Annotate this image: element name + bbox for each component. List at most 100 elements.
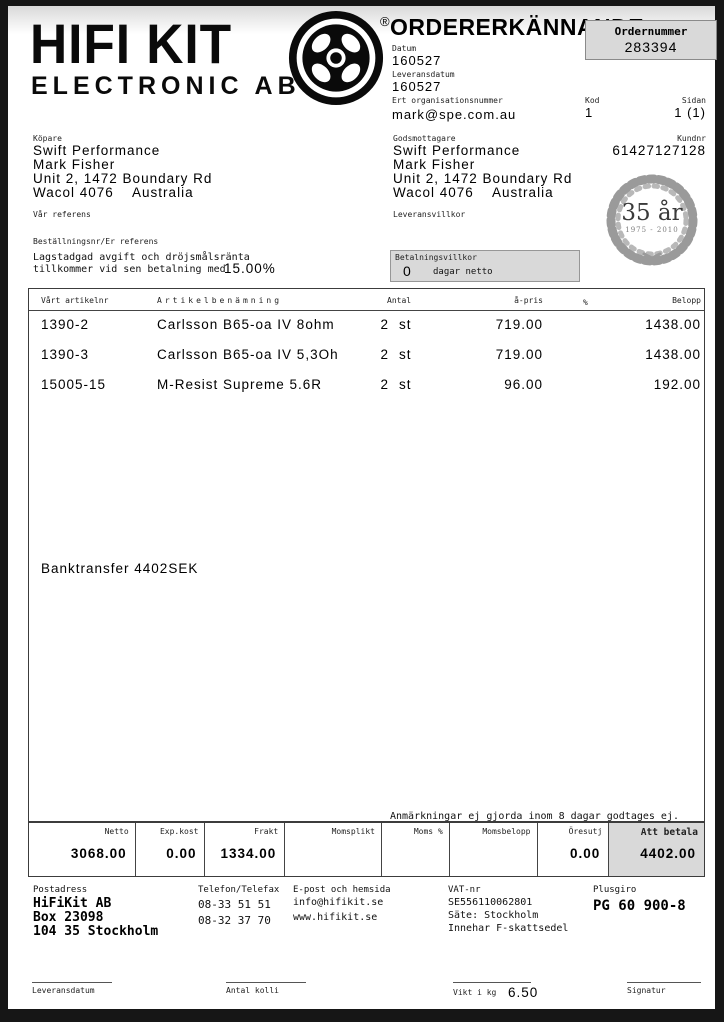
totals-table: Netto 3068.00 Exp.kost 0.00 Frakt 1334.0…: [28, 822, 705, 877]
ordernummer-value: 283394: [624, 39, 678, 55]
item-enhet: st: [399, 347, 412, 362]
item-artikelnr: 15005-15: [41, 377, 107, 392]
total-expkost-label: Exp.kost: [159, 827, 199, 836]
antal-kolli-label: Antal kolli: [226, 986, 279, 995]
ordernummer-label: Ordernummer: [614, 25, 688, 38]
vat-line-2: Säte: Stockholm: [448, 910, 539, 921]
col-benamning-header: Artikelbenämning: [157, 296, 283, 305]
item-enhet: st: [399, 317, 412, 332]
item-antal: 2: [380, 377, 389, 392]
postadress-line-2: Box 23098: [33, 910, 104, 925]
godsmottagare-label: Godsmottagare: [393, 134, 456, 143]
leveransdatum-value: 160527: [392, 79, 442, 94]
item-benamning: M-Resist Supreme 5.6R: [157, 377, 323, 392]
registered-trademark-symbol: ®: [380, 14, 390, 29]
anmarkning-text: Anmärkningar ej gjorda inom 8 dagar godt…: [390, 811, 679, 822]
leveransdatum-field-line: [32, 982, 112, 983]
sidan-label: Sidan: [681, 96, 706, 105]
total-netto-cell: Netto 3068.00: [29, 823, 136, 876]
vat-label: VAT-nr: [448, 885, 481, 895]
col-antal-header: Antal: [387, 296, 412, 305]
lagstadgad-line-1: Lagstadgad avgift och dröjsmålsränta: [33, 252, 250, 263]
item-antal: 2: [380, 347, 389, 362]
total-momsbelopp-label: Momsbelopp: [482, 827, 531, 836]
datum-value: 160527: [392, 53, 442, 68]
total-momsprocent-cell: Moms %: [382, 823, 450, 876]
item-artikelnr: 1390-2: [41, 317, 90, 332]
epost-line-1: info@hifikit.se: [293, 897, 384, 908]
item-apris: 719.00: [495, 347, 543, 362]
col-belopp-header: Belopp: [672, 296, 701, 305]
total-netto-value: 3068.00: [70, 846, 127, 861]
betalningsvillkor-unit: dagar netto: [433, 267, 493, 277]
email-value: mark@spe.com.au: [392, 107, 517, 122]
item-apris: 96.00: [504, 377, 543, 392]
item-antal: 2: [380, 317, 389, 332]
telefon-line-2: 08-32 37 70: [198, 914, 271, 927]
items-table: Vårt artikelnr Artikelbenämning Antal å-…: [28, 288, 705, 822]
item-enhet: st: [399, 377, 412, 392]
total-oresutj-value: 0.00: [570, 846, 601, 861]
total-att-betala-value: 4402.00: [640, 846, 696, 861]
total-momsprocent-label: Moms %: [413, 827, 443, 836]
kundnr-label: Kundnr: [677, 134, 706, 143]
kod-value: 1: [585, 105, 594, 120]
total-momsplikt-label: Momsplikt: [331, 827, 375, 836]
plusgiro-label: Plusgiro: [593, 885, 637, 895]
vikt-label: Vikt i kg: [453, 988, 497, 997]
item-belopp: 192.00: [653, 377, 701, 392]
bottom-leveransdatum-label: Leveransdatum: [32, 986, 95, 995]
payment-note: Banktransfer 4402SEK: [41, 561, 199, 576]
telefon-line-1: 08-33 51 51: [198, 898, 271, 911]
item-artikelnr: 1390-3: [41, 347, 90, 362]
ordernummer-box: Ordernummer 283394: [585, 20, 717, 60]
anniversary-wreath-icon: 35 år 1975 - 2010: [600, 168, 704, 272]
betalningsvillkor-box: Betalningsvillkor 0 dagar netto: [390, 250, 580, 282]
total-momsplikt-cell: Momsplikt: [285, 823, 382, 876]
epost-line-2: www.hifikit.se: [293, 912, 378, 923]
betalningsvillkor-value: 0: [403, 263, 411, 279]
badge-years-text: 35 år: [621, 200, 683, 226]
total-frakt-cell: Frakt 1334.00: [205, 823, 286, 876]
total-att-betala-label: Att betala: [640, 827, 698, 838]
total-expkost-value: 0.00: [166, 846, 197, 861]
postadress-label: Postadress: [33, 885, 88, 895]
leveransvillkor-label: Leveransvillkor: [393, 210, 466, 219]
betalningsvillkor-label: Betalningsvillkor: [395, 253, 477, 262]
item-benamning: Carlsson B65-oa IV 8ohm: [157, 317, 335, 332]
orgnr-label: Ert organisationsnummer: [392, 96, 503, 105]
datum-label: Datum: [392, 44, 417, 53]
vat-line-1: SE556110062801: [448, 897, 533, 908]
vikt-field-line: [453, 982, 531, 983]
total-frakt-label: Frakt: [254, 827, 279, 836]
kopare-line-3: Unit 2, 1472 Boundary Rd: [33, 171, 213, 186]
kopare-label: Köpare: [33, 134, 62, 143]
total-momsbelopp-cell: Momsbelopp: [450, 823, 538, 876]
sidan-value: 1 (1): [674, 105, 706, 120]
kopare-line-4: Wacol 4076 Australia: [33, 185, 194, 200]
vikt-value: 6.50: [508, 985, 539, 1000]
bestallningsnr-label: Beställningsnr/Er referens: [33, 237, 159, 246]
antal-kolli-field-line: [226, 982, 306, 983]
leveransdatum-label: Leveransdatum: [392, 70, 455, 79]
kundnr-value: 61427127128: [612, 143, 706, 158]
var-referens-label: Vår referens: [33, 210, 91, 219]
godsmottagare-line-2: Mark Fisher: [393, 157, 476, 172]
total-att-betala-cell: Att betala 4402.00: [609, 823, 704, 876]
vat-line-3: Innehar F-skattsedel: [448, 923, 569, 934]
col-moms-header: %: [583, 298, 588, 307]
item-belopp: 1438.00: [645, 317, 701, 332]
lagstadgad-line-2: tillkommer vid sen betalning med: [33, 264, 226, 275]
item-benamning: Carlsson B65-oa IV 5,3Oh: [157, 347, 339, 362]
postadress-line-3: 104 35 Stockholm: [33, 924, 159, 939]
badge-period-text: 1975 - 2010: [625, 226, 679, 234]
kod-label: Kod: [585, 96, 600, 105]
signatur-field-line: [627, 982, 701, 983]
wheel-logo-icon: [288, 10, 384, 106]
logo-text-hifi-kit: HIFI KIT: [30, 12, 232, 75]
godsmottagare-line-4: Wacol 4076 Australia: [393, 185, 554, 200]
kopare-line-1: Swift Performance: [33, 143, 161, 158]
total-expkost-cell: Exp.kost 0.00: [136, 823, 206, 876]
item-apris: 719.00: [495, 317, 543, 332]
